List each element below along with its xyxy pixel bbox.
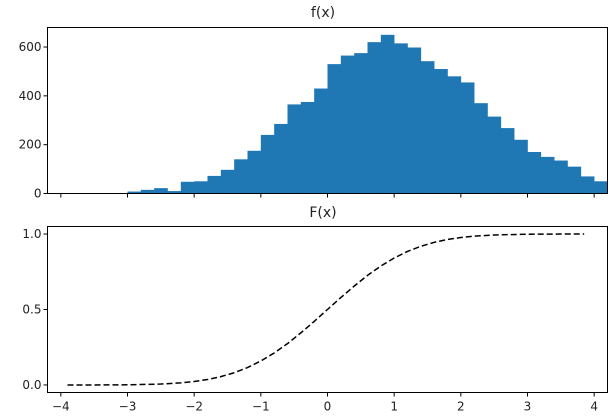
- y-tick-label: 200: [19, 138, 42, 152]
- cdf-series: [67, 233, 585, 386]
- histogram-bar: [380, 34, 395, 194]
- histogram-bar: [127, 191, 142, 194]
- histogram-bar: [540, 156, 555, 194]
- cdf-line: [67, 233, 585, 386]
- histogram-bar: [420, 61, 435, 194]
- histogram-bar: [487, 116, 502, 194]
- x-tick-label: −4: [52, 400, 70, 414]
- histogram-bar: [314, 88, 328, 194]
- cdf-y-ticks: 0.0 0.5 1.0: [22, 227, 48, 392]
- histogram-title: f(x): [311, 5, 335, 21]
- histogram-bar: [247, 150, 262, 194]
- x-tick-label: −2: [185, 400, 203, 414]
- x-tick-label: 2: [457, 400, 465, 414]
- x-tick-label: 3: [524, 400, 532, 414]
- histogram-bar: [140, 189, 155, 194]
- y-tick-label: 0: [34, 187, 42, 201]
- y-tick-label: 1.0: [22, 227, 41, 241]
- histogram-bar: [367, 42, 382, 194]
- histogram-bar: [354, 53, 368, 194]
- histogram-bar: [340, 55, 355, 194]
- cdf-title: F(x): [309, 205, 336, 221]
- histogram-bar: [407, 47, 422, 194]
- cdf-x-ticks: −4 −3 −2 −1 0 1 2 3 4: [52, 392, 598, 414]
- histogram-bar: [434, 69, 448, 194]
- histogram-bar: [154, 188, 168, 194]
- cdf-axes: F(x) 0.0 0.5 1.0 −4 −3 −2 −1 0 1 2 3 4: [22, 205, 608, 414]
- histogram-bar: [500, 128, 515, 194]
- histogram-bar: [527, 152, 542, 194]
- histogram-bar: [180, 181, 195, 194]
- histogram-bar: [474, 103, 488, 194]
- histogram-bar: [220, 169, 235, 194]
- y-tick-label: 600: [19, 40, 42, 54]
- histogram-bar: [327, 64, 342, 194]
- histogram-bar: [167, 191, 182, 194]
- y-tick-label: 0.0: [22, 378, 41, 392]
- x-tick-label: −3: [119, 400, 137, 414]
- histogram-bar: [394, 43, 408, 194]
- y-tick-label: 0.5: [22, 303, 41, 317]
- histogram-bar: [554, 160, 568, 194]
- histogram-x-ticks: [60, 193, 595, 198]
- histogram-bar: [274, 123, 288, 194]
- histogram-bar: [287, 104, 302, 194]
- histogram-bar: [447, 76, 462, 194]
- y-tick-label: 400: [19, 89, 42, 103]
- histogram-bar: [567, 166, 582, 194]
- histogram-bar: [194, 181, 208, 194]
- x-tick-label: −1: [252, 400, 270, 414]
- x-tick-label: 1: [390, 400, 398, 414]
- histogram-bar: [234, 159, 248, 194]
- histogram-axes: f(x) 0 200 400 600: [19, 5, 608, 201]
- histogram-bar: [300, 101, 315, 194]
- histogram-bar: [594, 181, 608, 194]
- histogram-bar: [260, 134, 275, 194]
- x-tick-label: 4: [590, 400, 598, 414]
- histogram-y-ticks: 0 200 400 600: [19, 40, 48, 201]
- histogram-bar: [514, 139, 528, 194]
- histogram-bar: [207, 175, 222, 194]
- histogram-bars: [127, 34, 608, 194]
- histogram-bar: [460, 82, 475, 194]
- histogram-bar: [580, 176, 595, 194]
- x-tick-label: 0: [324, 400, 332, 414]
